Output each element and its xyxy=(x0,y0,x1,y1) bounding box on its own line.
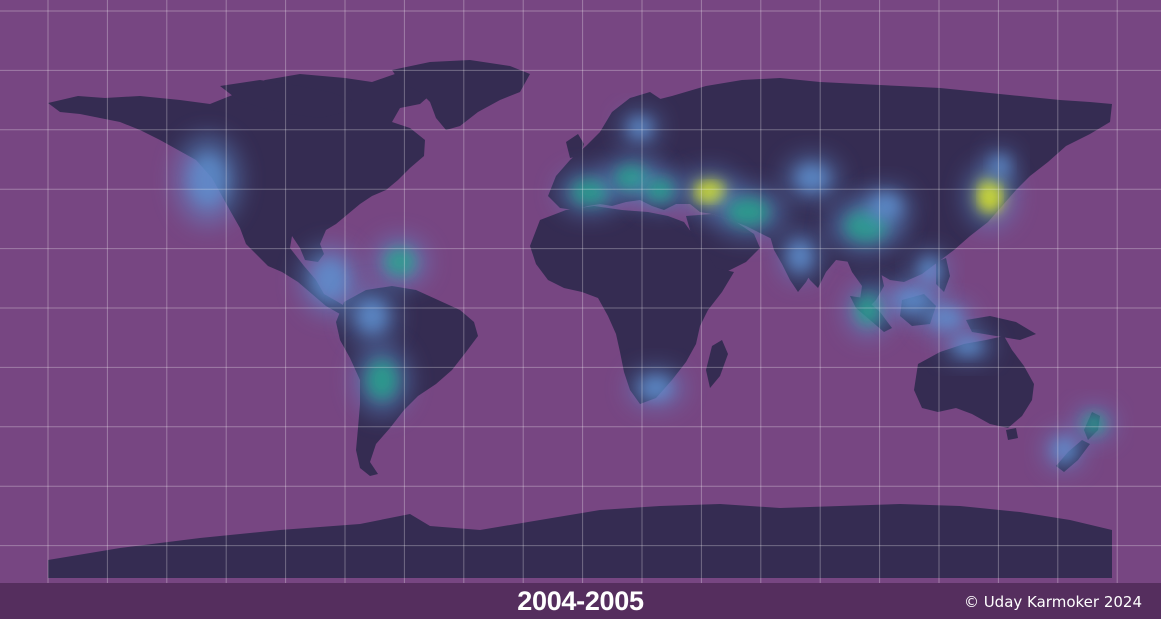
credit-label: © Uday Karmoker 2024 xyxy=(963,593,1142,611)
graticule xyxy=(0,0,1161,583)
period-label: 2004-2005 xyxy=(517,586,644,616)
land-australia xyxy=(914,336,1034,428)
heat-hotspot xyxy=(1052,438,1076,462)
land-madagascar xyxy=(706,340,728,388)
heat-hotspot xyxy=(727,198,769,226)
heat-hotspot-peak xyxy=(983,186,997,206)
heat-hotspot xyxy=(954,337,982,355)
heat-hotspot xyxy=(796,165,828,191)
heat-hotspot xyxy=(189,154,227,206)
land-africa xyxy=(530,206,734,404)
heat-hotspot xyxy=(991,156,1009,176)
heat-hotspot xyxy=(571,179,609,205)
heat-hotspot xyxy=(920,258,940,282)
heat-hotspot xyxy=(384,248,416,276)
land-new-guinea xyxy=(966,316,1036,340)
land-tasmania xyxy=(1006,428,1018,440)
land-antarctica xyxy=(48,504,1112,578)
land-arctic-islands xyxy=(220,80,352,118)
heat-hotspot xyxy=(788,242,812,270)
land-greenland xyxy=(392,60,530,130)
land-north-america xyxy=(48,74,436,314)
heat-hotspot-peak xyxy=(701,185,719,199)
heat-hotspot xyxy=(1082,414,1106,434)
footer-bar xyxy=(0,583,1161,619)
heat-hotspot xyxy=(872,194,900,218)
heat-hotspot xyxy=(855,294,881,326)
heat-hotspot xyxy=(930,308,962,328)
heat-hotspot xyxy=(628,118,652,138)
land-british-isles xyxy=(566,134,584,158)
heat-hotspot xyxy=(358,300,386,332)
heat-hotspot xyxy=(313,260,347,300)
heat-hotspot xyxy=(640,376,672,400)
heat-hotspot xyxy=(646,178,674,202)
heat-layer xyxy=(175,110,1114,470)
heat-hotspot xyxy=(366,360,398,400)
heat-hotspot xyxy=(895,288,929,312)
